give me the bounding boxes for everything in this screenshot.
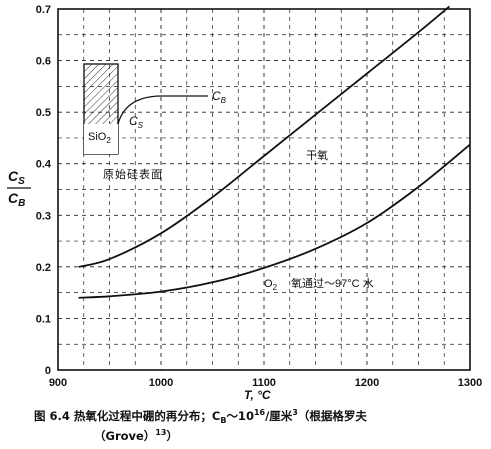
y-tick-label: 0.3 bbox=[36, 210, 51, 222]
x-tick-label: 900 bbox=[49, 377, 67, 389]
x-tick-label: 1000 bbox=[149, 377, 173, 389]
inset-cb-label: CB bbox=[212, 89, 227, 105]
inset-profile-curve bbox=[117, 95, 208, 125]
svg-text:CS: CS bbox=[8, 168, 25, 187]
svg-text:（Grove）13）: （Grove）13） bbox=[94, 428, 178, 443]
x-axis-label: T, °C bbox=[244, 388, 271, 402]
y-axis-label: CS CB bbox=[7, 168, 31, 209]
inset-sio2-box bbox=[84, 124, 118, 154]
x-tick-label: 1300 bbox=[458, 377, 482, 389]
y-tick-label: 0.1 bbox=[36, 313, 51, 325]
inset-sketch: SiO2 CS CB 原始硅表面 bbox=[83, 63, 227, 181]
figure-caption: 图 6.4 热氧化过程中硼的再分布；CB～1016/厘米3（根据格罗夫 （Gro… bbox=[34, 408, 367, 443]
grid-lines bbox=[58, 9, 470, 370]
surface-label: 原始硅表面 bbox=[103, 167, 163, 181]
series-line-dry-oxygen bbox=[78, 5, 450, 268]
svg-text:CB: CB bbox=[8, 190, 25, 209]
x-tick-label: 1100 bbox=[252, 377, 276, 389]
y-tick-labels: 0 0.1 0.2 0.3 0.4 0.5 0.6 0.7 bbox=[36, 4, 52, 377]
wet-oxygen-label: O2 氧通过～97°C 水 bbox=[264, 276, 374, 292]
y-tick-label: 0 bbox=[45, 365, 51, 377]
x-tick-labels: 900 1000 1100 1200 1300 bbox=[49, 377, 482, 389]
x-tick-label: 1200 bbox=[355, 377, 379, 389]
inset-cs-label: CS bbox=[129, 114, 144, 130]
inset-sio2-label: SiO2 bbox=[88, 131, 111, 145]
y-tick-label: 0.5 bbox=[36, 107, 51, 119]
svg-text:图 6.4 热氧化过程中硼的再分布；CB～1016/厘米3: 图 6.4 热氧化过程中硼的再分布；CB～1016/厘米3（根据格罗夫 bbox=[34, 408, 367, 425]
plot-frame bbox=[57, 8, 471, 371]
series-lines bbox=[78, 5, 471, 299]
y-tick-label: 0.4 bbox=[36, 159, 52, 171]
y-tick-label: 0.6 bbox=[36, 56, 51, 68]
dry-oxygen-label: 干氧 bbox=[306, 148, 328, 162]
y-tick-label: 0.2 bbox=[36, 262, 51, 274]
series-line-wet-oxygen bbox=[78, 143, 471, 299]
y-tick-label: 0.7 bbox=[36, 4, 51, 16]
